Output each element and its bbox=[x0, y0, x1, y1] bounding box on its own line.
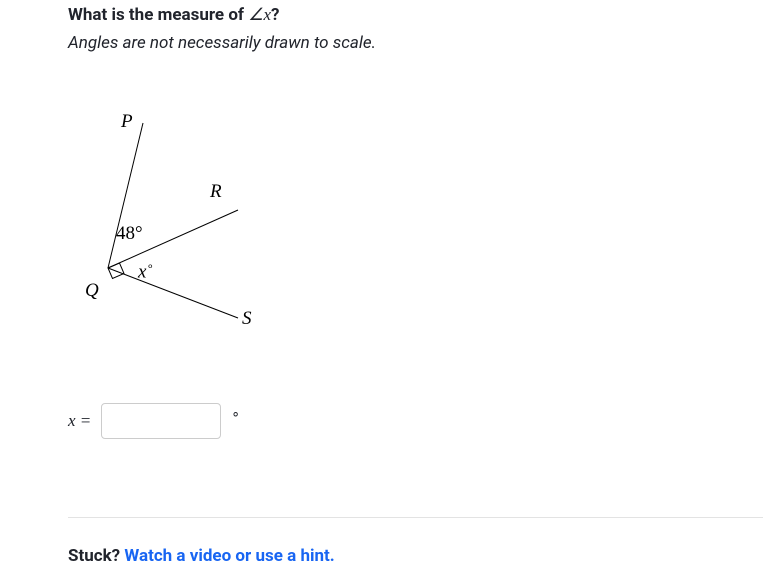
answer-input[interactable] bbox=[101, 403, 221, 439]
degree-symbol: ∘ bbox=[231, 406, 240, 422]
ray-s bbox=[108, 268, 238, 318]
question-suffix: ? bbox=[271, 5, 279, 25]
answer-prefix: x = bbox=[68, 411, 91, 431]
stuck-label: Stuck? bbox=[68, 546, 124, 566]
angle-symbol: ∠ bbox=[248, 5, 263, 24]
angle-x: x∘ bbox=[138, 259, 154, 283]
angle-48-text: 48° bbox=[116, 223, 143, 244]
label-r: R bbox=[210, 181, 222, 203]
ray-p bbox=[108, 123, 143, 268]
question-prefix: What is the measure of bbox=[68, 5, 248, 25]
question-title: What is the measure of ∠x? bbox=[68, 2, 765, 29]
angle-variable: x bbox=[264, 5, 272, 24]
label-p: P bbox=[121, 111, 133, 133]
angle-diagram: P R S Q 48° x∘ bbox=[78, 108, 298, 348]
question-subtitle: Angles are not necessarily drawn to scal… bbox=[68, 33, 765, 53]
angle-x-degree: ∘ bbox=[146, 259, 154, 273]
diagram-svg bbox=[78, 108, 298, 348]
section-divider bbox=[68, 517, 763, 518]
label-q: Q bbox=[85, 280, 99, 302]
hint-link[interactable]: Watch a video or use a hint. bbox=[124, 546, 334, 566]
answer-row: x = ∘ bbox=[68, 403, 765, 439]
label-s: S bbox=[242, 308, 252, 330]
stuck-row: Stuck? Watch a video or use a hint. bbox=[68, 546, 765, 566]
angle-48: 48° bbox=[116, 223, 143, 245]
